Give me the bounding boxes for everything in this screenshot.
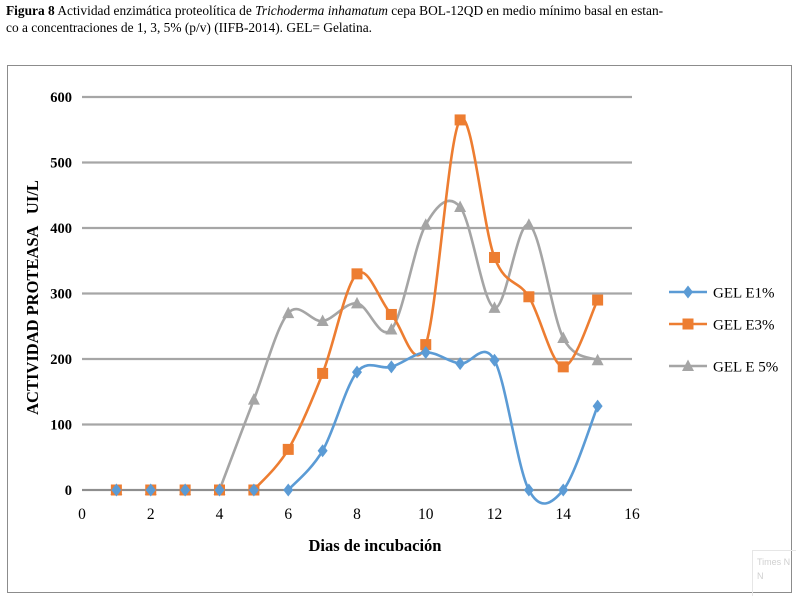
y-tick-label-500: 500 xyxy=(50,156,72,172)
legend-label-gel-e1: GEL E1% xyxy=(713,286,775,302)
legend-marker-gel-e3 xyxy=(682,318,694,330)
y-tick-label-600: 600 xyxy=(50,90,72,106)
y-tick-label-400: 400 xyxy=(50,221,72,237)
x-tick-label-16: 16 xyxy=(624,506,640,523)
x-tick-label-14: 14 xyxy=(556,506,572,523)
data-point-gel-e3-day-13 xyxy=(523,291,535,303)
data-point-gel-e1-day-15 xyxy=(592,399,603,413)
x-tick-label-4: 4 xyxy=(216,506,224,523)
data-point-gel-e-5-day-7 xyxy=(316,314,329,327)
data-point-gel-e1-day-9 xyxy=(386,360,397,374)
caption-label: Figura 8 xyxy=(6,3,55,18)
y-tick-label-100: 100 xyxy=(50,418,72,434)
data-point-gel-e1-day-8 xyxy=(352,365,362,379)
data-point-gel-e3-day-9 xyxy=(385,308,397,320)
y-axis-title: ACTIVIDAD PROTEASA UI/L xyxy=(23,180,42,415)
y-tick-label-200: 200 xyxy=(50,352,72,368)
ghost-text-2: N xyxy=(757,571,764,581)
ghost-text-1: Times N xyxy=(757,557,791,567)
series-line-gel-e3 xyxy=(252,117,599,491)
data-point-gel-e1-day-12 xyxy=(489,353,500,367)
data-point-gel-e-5-day-6 xyxy=(282,306,295,319)
data-point-gel-e1-day-13 xyxy=(523,483,534,497)
data-point-gel-e3-day-11 xyxy=(454,114,466,126)
caption-species: Trichoderma inhamatum xyxy=(255,3,388,18)
x-tick-label-6: 6 xyxy=(284,506,292,523)
x-tick-label-10: 10 xyxy=(418,506,434,523)
x-tick-label-12: 12 xyxy=(487,506,503,523)
y-tick-label-300: 300 xyxy=(50,287,72,303)
legend-label-gel-e3: GEL E3% xyxy=(713,318,775,334)
chart-frame: 0 100 200 300 400 500 600 0 2 4 6 8 10 12 14 16 Dias de … xyxy=(7,65,792,593)
x-tick-label-2: 2 xyxy=(147,506,155,523)
data-point-gel-e1-day-3 xyxy=(180,483,191,497)
data-point-gel-e3-day-6 xyxy=(282,443,294,455)
font-tooltip-remnant: Times N N xyxy=(752,550,796,596)
data-point-gel-e-5-day-12 xyxy=(488,301,501,313)
data-point-gel-e-5-day-11 xyxy=(454,200,467,213)
data-point-gel-e-5-day-9 xyxy=(385,323,398,335)
data-point-gel-e3-day-12 xyxy=(489,251,500,263)
data-point-gel-e3-day-8 xyxy=(351,268,363,280)
caption-text-after: cepa BOL-12QD en medio mínimo basal en e… xyxy=(387,3,664,18)
line-chart: 0 100 200 300 400 500 600 0 2 4 6 8 10 12 14 16 Dias de … xyxy=(23,90,778,555)
legend-marker-gel-e1 xyxy=(683,285,693,299)
series-line-gel-e1 xyxy=(287,350,599,505)
legend-label-gel-e-5: GEL E 5% xyxy=(713,360,778,376)
data-point-gel-e3-day-14 xyxy=(557,361,569,373)
data-point-gel-e1-day-6 xyxy=(283,483,294,497)
data-point-gel-e1-day-5 xyxy=(248,483,259,497)
data-point-gel-e1-day-2 xyxy=(145,483,156,497)
data-point-gel-e3-day-10 xyxy=(420,339,432,351)
data-point-gel-e1-day-7 xyxy=(317,444,328,458)
figure-caption: Figura 8 Actividad enzimática proteolíti… xyxy=(6,2,796,36)
x-tick-label-8: 8 xyxy=(353,506,361,523)
data-point-gel-e1-day-1 xyxy=(111,483,122,497)
data-point-gel-e3-day-15 xyxy=(592,294,604,306)
x-axis-title: Dias de incubación xyxy=(309,536,442,555)
data-point-gel-e-5-day-15 xyxy=(591,353,604,366)
data-point-gel-e1-day-11 xyxy=(455,357,466,371)
x-tick-label-0: 0 xyxy=(78,506,86,523)
caption-text-before: Actividad enzimática proteolítica de xyxy=(54,3,256,18)
data-point-gel-e-5-day-10 xyxy=(419,218,432,230)
caption-line-2: co a concentraciones de 1, 3, 5% (p/v) (… xyxy=(6,20,372,35)
legend-marker-gel-e-5 xyxy=(682,359,694,371)
data-point-gel-e-5-day-8 xyxy=(351,296,363,309)
data-point-gel-e3-day-7 xyxy=(317,367,329,379)
data-point-gel-e1-day-4 xyxy=(214,483,225,497)
data-point-gel-e-5-day-13 xyxy=(522,218,535,230)
series-line-gel-e-5 xyxy=(218,199,599,491)
data-point-gel-e1-day-14 xyxy=(558,483,569,497)
data-point-gel-e-5-day-14 xyxy=(557,331,570,344)
data-point-gel-e-5-day-5 xyxy=(247,393,260,405)
y-tick-label-0: 0 xyxy=(65,483,72,499)
data-point-gel-e1-day-10 xyxy=(420,345,431,359)
